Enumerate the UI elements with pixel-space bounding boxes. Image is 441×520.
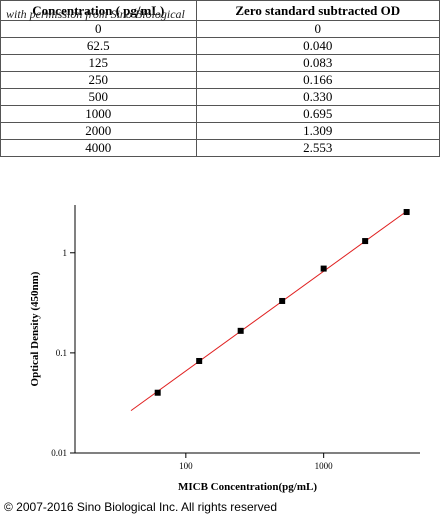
table-row: 1000 0.695	[0, 105, 441, 123]
table-cell: 250	[0, 71, 197, 89]
x-tick-label: 1000	[315, 461, 334, 471]
table-cell: 2.553	[195, 139, 441, 157]
x-axis-label: MICB Concentration(pg/mL)	[178, 481, 317, 493]
point	[196, 357, 203, 364]
point	[237, 327, 244, 334]
y-tick-label: 1	[63, 248, 68, 258]
chart: 0.01 0.1 1 100 1000 MICB Concentration(pg/mL)…	[29, 205, 420, 493]
x-tick-label: 100	[179, 461, 193, 471]
footer: © 2007-2016 Sino Biological Inc. All rig…	[4, 500, 277, 514]
y-axis-label: Optical Density (450nm)	[29, 271, 41, 386]
point	[279, 297, 286, 304]
point	[154, 389, 161, 396]
fit-line	[130, 210, 407, 412]
point	[320, 265, 327, 272]
y-tick-label: 0.01	[51, 448, 67, 458]
data-table: Concentration ( pg/mL) Zero standard subt…	[0, 0, 441, 157]
point	[362, 238, 369, 245]
y-tick-label: 0.1	[56, 348, 67, 358]
point	[403, 209, 410, 216]
table-row: 4000 2.553	[0, 139, 441, 157]
table-row: 250 0.166	[0, 71, 441, 89]
watermark: with permission from Sino Biological	[6, 7, 185, 21]
